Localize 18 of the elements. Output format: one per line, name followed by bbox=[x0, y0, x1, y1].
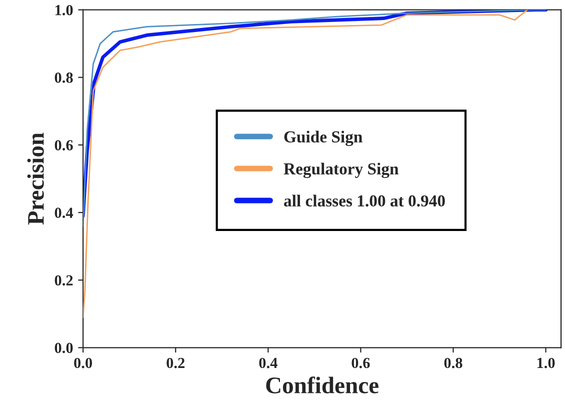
y-tick-label: 0.6 bbox=[54, 140, 73, 150]
line-series bbox=[83, 10, 528, 318]
y-tick-label: 0.0 bbox=[54, 342, 73, 354]
legend-label: Regulatory Sign bbox=[284, 162, 399, 178]
y-tick-label: 0.2 bbox=[54, 275, 73, 286]
legend-label: Guide Sign bbox=[284, 130, 362, 146]
y-axis-title: Precision bbox=[27, 132, 44, 225]
x-tick-label: 0.6 bbox=[352, 358, 370, 368]
x-tick-label: 0.0 bbox=[74, 358, 92, 368]
x-tick-label: 0.2 bbox=[166, 358, 184, 368]
x-tick-label: 0.4 bbox=[259, 358, 278, 368]
x-tick-label: 1.0 bbox=[537, 358, 555, 368]
x-tick-label: 0.8 bbox=[444, 358, 462, 368]
legend-label: all classes 1.00 at 0.940 bbox=[284, 194, 445, 207]
y-tick-label: 0.8 bbox=[54, 72, 73, 83]
y-tick-label: 0.4 bbox=[54, 208, 74, 218]
y-tick-label: 1.0 bbox=[55, 4, 73, 16]
x-axis-title: Confidence bbox=[266, 376, 378, 394]
